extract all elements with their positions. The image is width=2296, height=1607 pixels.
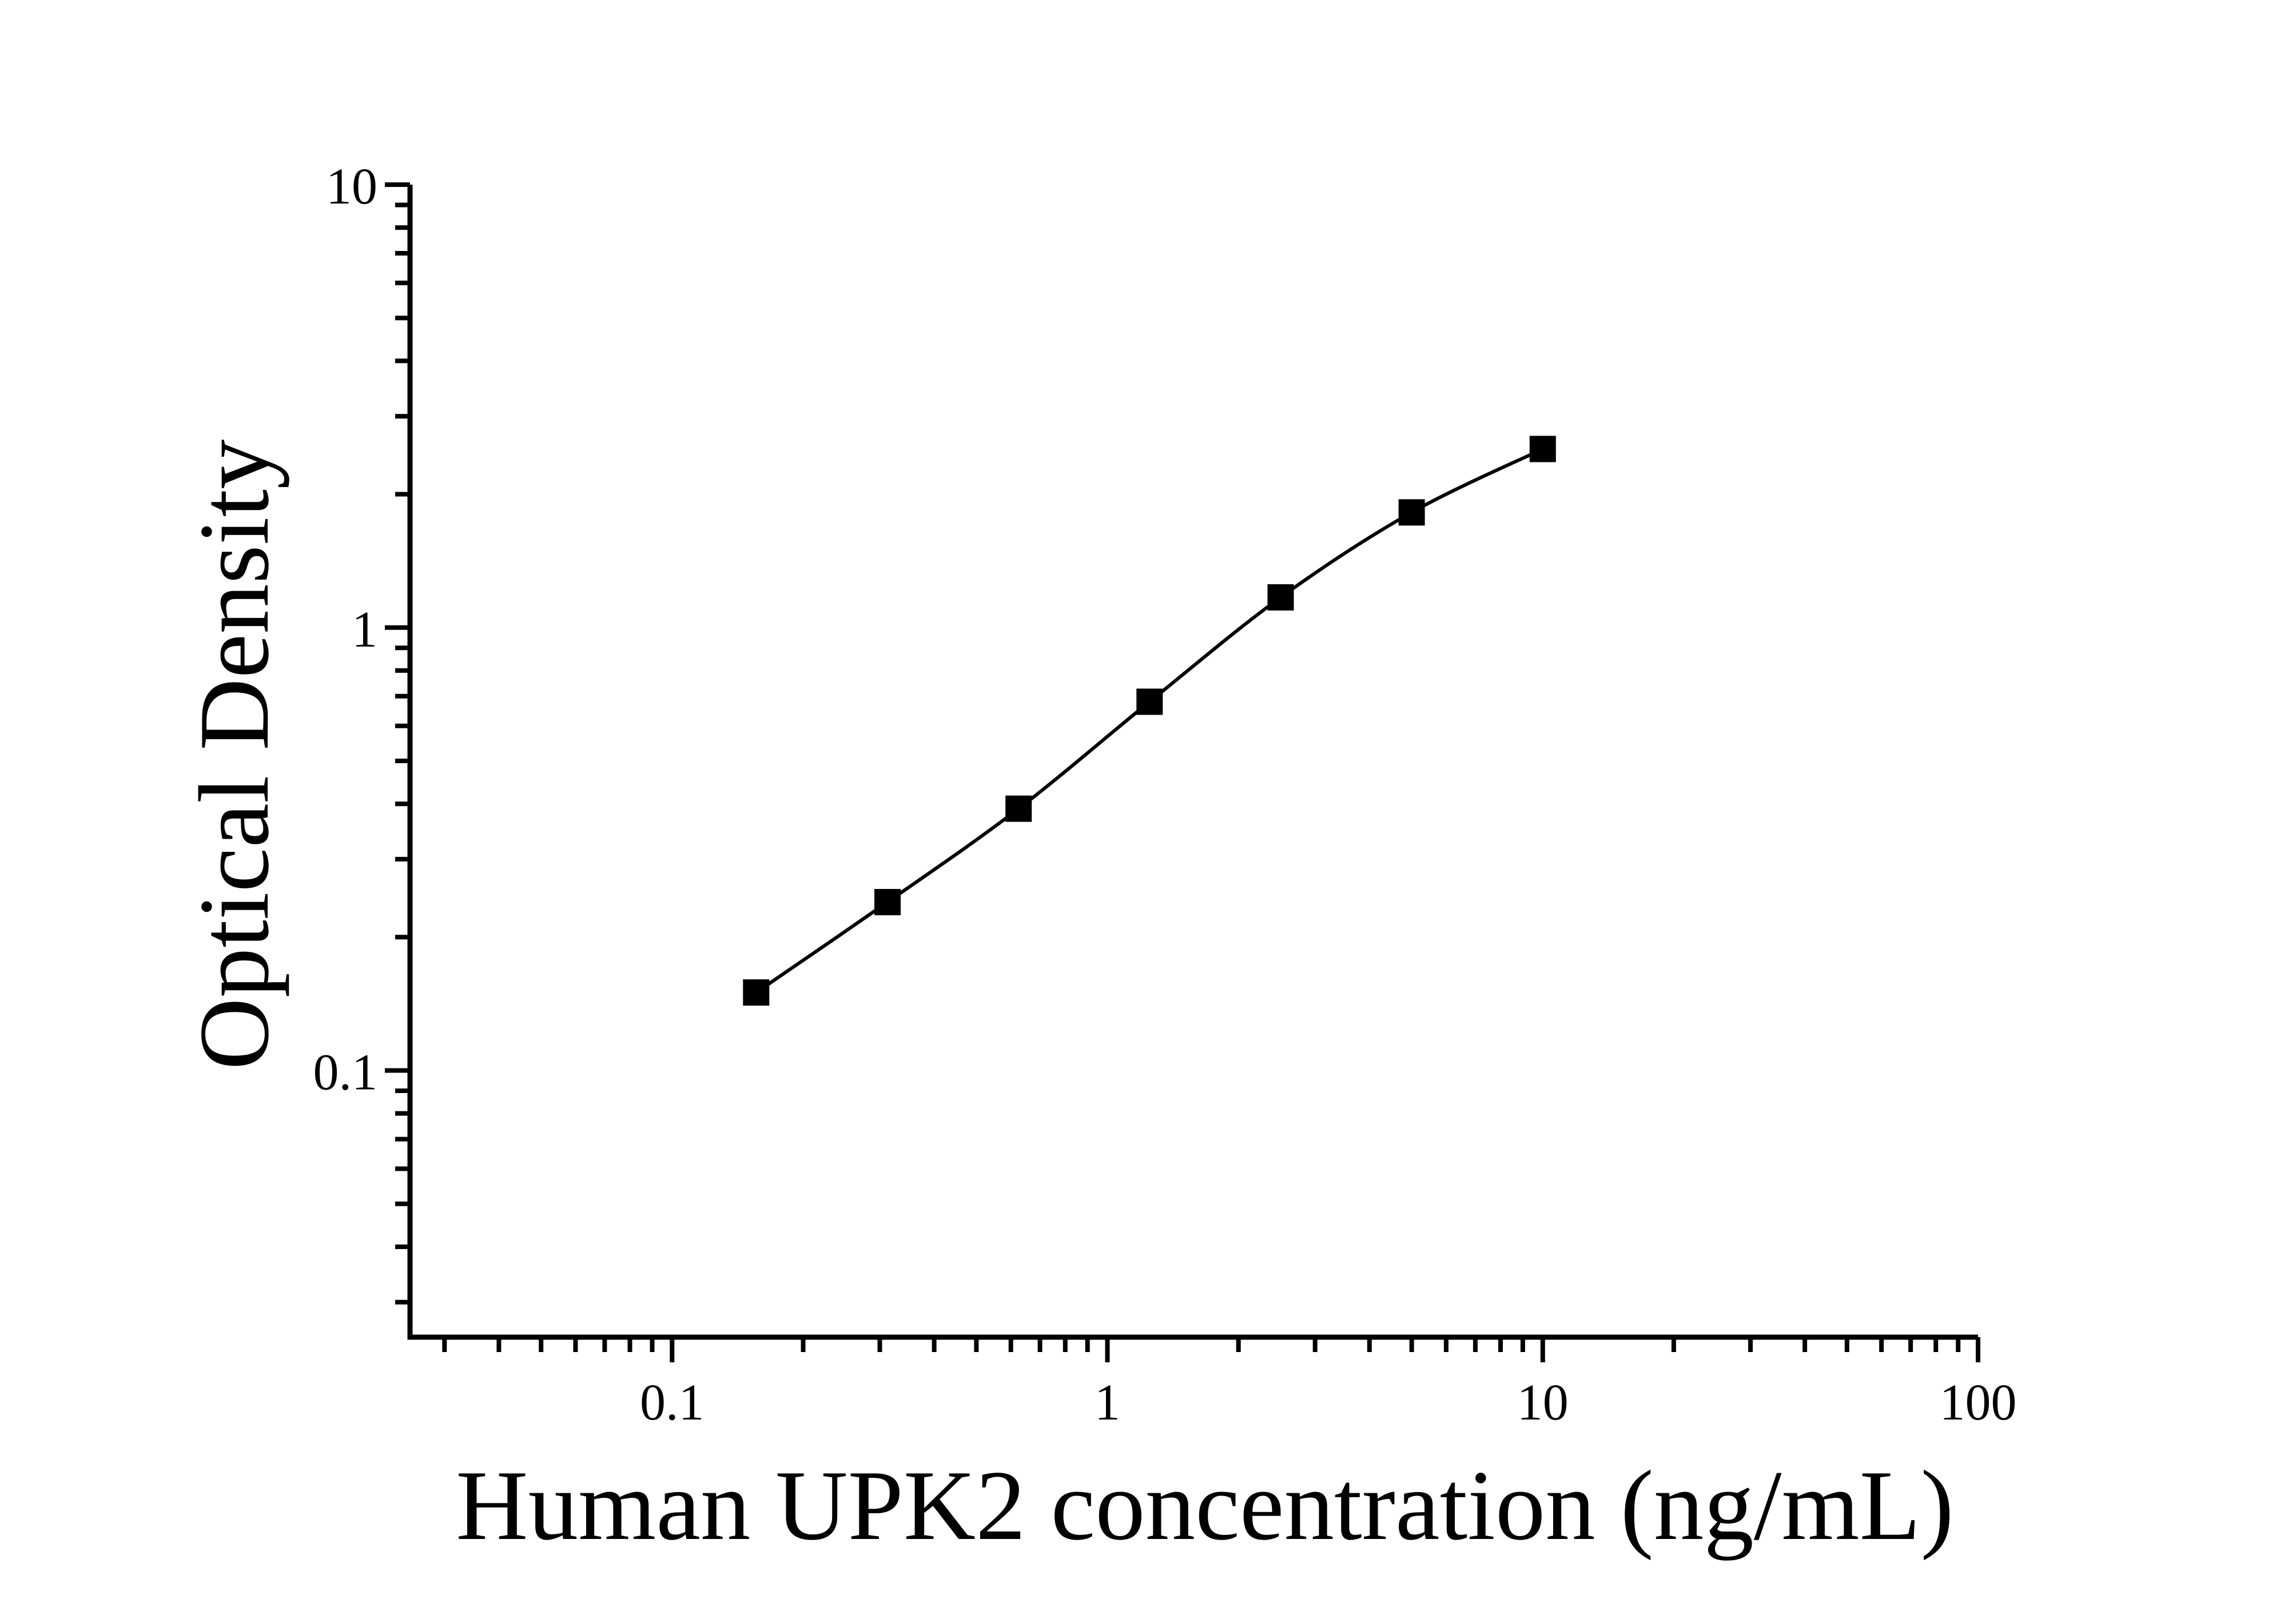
data-point-marker	[1529, 436, 1556, 462]
tick-label-layer: 0.1 1 10 100 10 1 0.1	[313, 158, 2017, 1431]
series-layer	[743, 436, 1556, 1006]
y-tick-label: 10	[326, 158, 377, 215]
y-tick-label: 1	[352, 601, 377, 658]
x-tick-label: 10	[1517, 1374, 1569, 1431]
x-tick-label: 1	[1095, 1374, 1120, 1431]
axes-layer	[407, 185, 1978, 1340]
standard-curve-line	[754, 447, 1545, 995]
x-tick-label: 0.1	[640, 1374, 705, 1431]
data-point-marker	[1267, 584, 1294, 611]
x-tick-label: 100	[1940, 1374, 2017, 1431]
data-point-marker	[1005, 795, 1032, 822]
axis-frame	[407, 185, 1978, 1340]
y-axis-title: Optical Density	[178, 439, 289, 1070]
data-point-marker	[874, 889, 901, 915]
y-tick-label: 0.1	[313, 1044, 378, 1101]
data-point-marker	[743, 979, 770, 1006]
data-points	[743, 436, 1556, 1006]
x-axis-title: Human UPK2 concentration (ng/mL)	[456, 1450, 1954, 1561]
data-point-marker	[1136, 688, 1163, 715]
tick-layer	[385, 182, 1980, 1362]
data-point-marker	[1398, 499, 1425, 526]
